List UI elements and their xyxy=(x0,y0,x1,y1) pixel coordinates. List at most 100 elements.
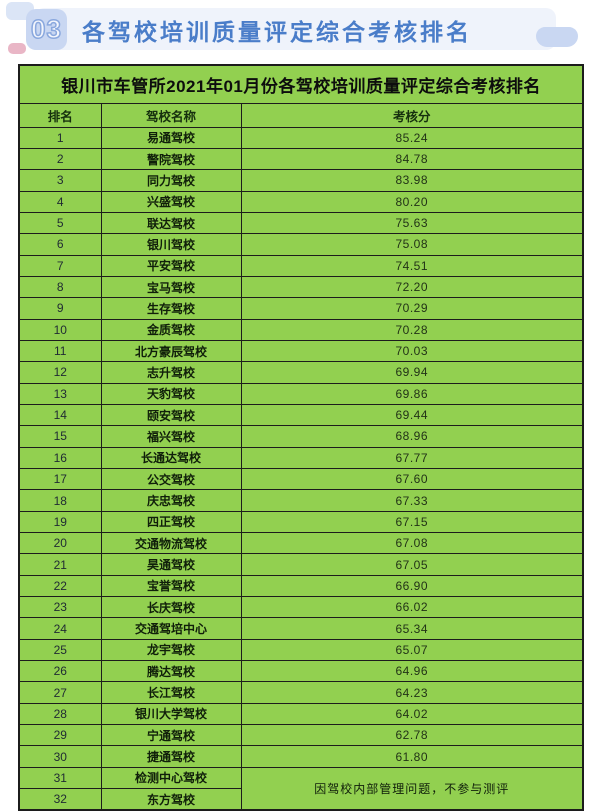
ranking-table-container: 银川市车管所2021年01月份各驾校培训质量评定综合考核排名 排名 驾校名称 考… xyxy=(18,64,584,811)
rank-cell: 16 xyxy=(18,446,102,470)
table-row: 11 北方豪辰驾校 70.03 xyxy=(18,339,584,363)
score-cell: 83.98 xyxy=(240,169,584,192)
score-cell: 65.07 xyxy=(240,638,584,662)
rank-cell: 18 xyxy=(18,489,102,512)
rank-cell: 19 xyxy=(18,510,102,534)
rank-cell: 10 xyxy=(18,318,102,341)
score-cell: 64.02 xyxy=(240,702,584,726)
table-row: 29 宁通驾校 62.78 xyxy=(18,724,584,747)
score-cell: 69.44 xyxy=(240,403,584,427)
score-cell: 67.05 xyxy=(240,553,584,576)
page-title: 各驾校培训质量评定综合考核排名 xyxy=(82,19,472,45)
rank-cell: 27 xyxy=(18,681,102,704)
school-cell: 生存驾校 xyxy=(100,297,242,320)
score-cell: 64.23 xyxy=(240,681,584,704)
table-row: 27 长江驾校 64.23 xyxy=(18,681,584,704)
table-row: 30 捷通驾校 61.80 xyxy=(18,745,584,768)
title-band xyxy=(34,8,556,50)
table-row: 10 金质驾校 70.28 xyxy=(18,318,584,341)
score-cell: 80.20 xyxy=(240,190,584,213)
score-cell: 70.29 xyxy=(240,297,584,320)
score-cell: 67.08 xyxy=(240,532,584,555)
school-cell: 检测中心驾校 xyxy=(100,766,242,790)
rank-cell: 26 xyxy=(18,660,102,683)
page-header: 03 各驾校培训质量评定综合考核排名 xyxy=(0,0,600,64)
score-cell: 66.90 xyxy=(240,574,584,598)
school-cell: 易通驾校 xyxy=(100,126,242,149)
school-cell: 福兴驾校 xyxy=(100,425,242,448)
table-header-row: 排名 驾校名称 考核分 xyxy=(18,102,584,128)
score-cell: 85.24 xyxy=(240,126,584,149)
rank-cell: 2 xyxy=(18,147,102,171)
school-cell: 银川大学驾校 xyxy=(100,702,242,726)
table-row: 28 银川大学驾校 64.02 xyxy=(18,702,584,726)
score-cell: 68.96 xyxy=(240,425,584,448)
rank-cell: 8 xyxy=(18,275,102,299)
rank-cell: 12 xyxy=(18,361,102,384)
table-row: 26 腾达驾校 64.96 xyxy=(18,660,584,683)
section-number: 03 xyxy=(30,13,62,45)
table-row: 12 志升驾校 69.94 xyxy=(18,361,584,384)
table-row: 5 联达驾校 75.63 xyxy=(18,211,584,235)
table-row: 20 交通物流驾校 67.08 xyxy=(18,532,584,555)
school-cell: 平安驾校 xyxy=(100,254,242,277)
table-row: 19 四正驾校 67.15 xyxy=(18,510,584,534)
score-cell: 67.77 xyxy=(240,446,584,470)
rank-cell: 14 xyxy=(18,403,102,427)
rank-cell: 5 xyxy=(18,211,102,235)
table-row: 8 宝马驾校 72.20 xyxy=(18,275,584,299)
school-cell: 同力驾校 xyxy=(100,169,242,192)
rank-cell: 32 xyxy=(18,788,102,811)
rank-cell: 25 xyxy=(18,638,102,662)
score-cell: 69.94 xyxy=(240,361,584,384)
score-cell: 65.34 xyxy=(240,617,584,640)
rank-cell: 24 xyxy=(18,617,102,640)
table-row: 31 检测中心驾校 因驾校内部管理问题，不参与测评 xyxy=(18,766,584,811)
school-cell: 宝马驾校 xyxy=(100,275,242,299)
table-row: 32 东方驾校 xyxy=(18,788,583,811)
score-cell: 64.96 xyxy=(240,660,584,683)
score-cell: 74.51 xyxy=(240,254,584,277)
school-cell: 警院驾校 xyxy=(100,147,242,171)
table-row: 4 兴盛驾校 80.20 xyxy=(18,190,584,213)
school-cell: 志升驾校 xyxy=(100,361,242,384)
table-row: 16 长通达驾校 67.77 xyxy=(18,446,584,470)
table-title: 银川市车管所2021年01月份各驾校培训质量评定综合考核排名 xyxy=(18,64,584,104)
school-cell: 庆忠驾校 xyxy=(100,489,242,512)
score-cell: 72.20 xyxy=(240,275,584,299)
rank-cell: 7 xyxy=(18,254,102,277)
score-cell: 67.15 xyxy=(240,510,584,534)
school-cell: 长通达驾校 xyxy=(100,446,242,470)
school-cell: 龙宇驾校 xyxy=(100,638,242,662)
column-header-rank: 排名 xyxy=(18,102,102,128)
table-row: 3 同力驾校 83.98 xyxy=(18,169,584,192)
table-row: 22 宝誉驾校 66.90 xyxy=(18,574,584,598)
score-cell: 70.03 xyxy=(240,339,584,363)
table-row: 1 易通驾校 85.24 xyxy=(18,126,584,149)
school-cell: 天豹驾校 xyxy=(100,382,242,405)
school-cell: 银川驾校 xyxy=(100,233,242,256)
school-cell: 宝誉驾校 xyxy=(100,574,242,598)
rank-cell: 17 xyxy=(18,467,102,491)
column-header-school: 驾校名称 xyxy=(100,102,242,128)
rank-cell: 3 xyxy=(18,169,102,192)
table-row: 17 公交驾校 67.60 xyxy=(18,467,584,491)
unscored-note-cell: 因驾校内部管理问题，不参与测评 xyxy=(240,766,584,811)
rank-cell: 1 xyxy=(18,126,102,149)
school-cell: 北方豪辰驾校 xyxy=(100,339,242,363)
table-row: 23 长庆驾校 66.02 xyxy=(18,596,584,619)
score-cell: 62.78 xyxy=(240,724,584,747)
score-cell: 75.08 xyxy=(240,233,584,256)
school-cell: 颐安驾校 xyxy=(100,403,242,427)
table-row: 9 生存驾校 70.29 xyxy=(18,297,584,320)
rank-cell: 31 xyxy=(18,766,102,790)
rank-cell: 6 xyxy=(18,233,102,256)
school-cell: 长江驾校 xyxy=(100,681,242,704)
school-cell: 交通物流驾校 xyxy=(100,532,242,555)
school-cell: 交通驾培中心 xyxy=(100,617,242,640)
school-cell: 金质驾校 xyxy=(100,318,242,341)
school-cell: 腾达驾校 xyxy=(100,660,242,683)
rank-cell: 30 xyxy=(18,745,102,768)
rank-cell: 9 xyxy=(18,297,102,320)
